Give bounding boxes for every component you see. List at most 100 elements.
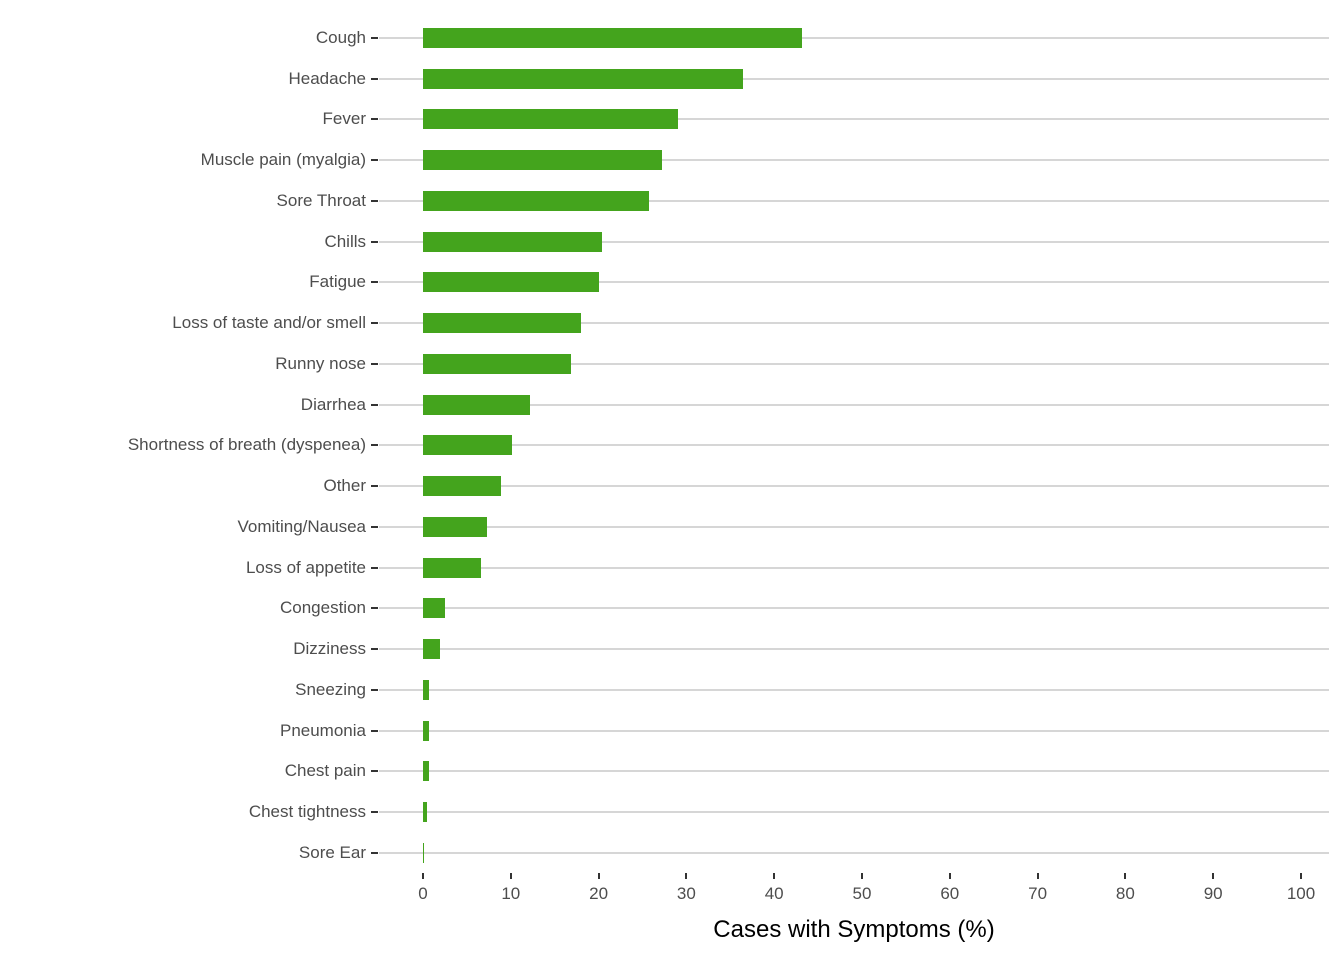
category-gridline	[379, 199, 1329, 202]
y-axis-label: Runny nose	[275, 353, 366, 373]
y-axis-tick	[371, 159, 378, 162]
category-gridline	[379, 77, 1329, 80]
y-axis-tick	[371, 729, 378, 732]
x-axis-tick	[1124, 873, 1127, 880]
bar-row	[379, 181, 1329, 222]
y-axis-tick	[371, 851, 378, 854]
y-axis-label: Chest pain	[284, 761, 366, 781]
y-axis-label: Vomiting/Nausea	[237, 516, 366, 536]
category-gridline	[379, 648, 1329, 651]
y-axis-label: Fever	[322, 109, 366, 129]
bar-pneumonia	[423, 720, 430, 741]
bar-headache	[423, 68, 744, 89]
bar-loss-of-taste-and-or-smell	[423, 313, 582, 334]
category-gridline	[379, 281, 1329, 284]
y-axis-tick	[371, 199, 378, 202]
y-axis-tick	[371, 118, 378, 121]
x-axis-tick-label: 40	[764, 884, 784, 904]
x-axis-tick-label: 30	[676, 884, 696, 904]
y-axis-tick	[371, 485, 378, 488]
category-gridline	[379, 240, 1329, 243]
category-gridline	[379, 851, 1329, 854]
bar-row	[379, 547, 1329, 588]
bar-row	[379, 425, 1329, 466]
y-axis-label: Chills	[324, 231, 366, 251]
y-axis-label: Headache	[288, 68, 366, 88]
category-gridline	[379, 444, 1329, 447]
y-axis-tick	[371, 648, 378, 651]
category-gridline	[379, 525, 1329, 528]
y-axis-tick	[371, 770, 378, 773]
bar-runny-nose	[423, 353, 571, 374]
y-axis-label: Other	[323, 476, 366, 496]
y-axis-tick	[371, 607, 378, 610]
bar-muscle-pain-myalgia-	[423, 150, 662, 171]
bar-sore-throat	[423, 190, 649, 211]
bar-diarrhea	[423, 394, 531, 415]
bar-dizziness	[423, 639, 440, 660]
bar-row	[379, 670, 1329, 711]
bar-cough	[423, 27, 803, 48]
y-axis-label: Sneezing	[295, 679, 366, 699]
y-axis-label: Chest tightness	[248, 802, 366, 822]
bar-row	[379, 792, 1329, 833]
bar-row	[379, 18, 1329, 59]
bar-row	[379, 262, 1329, 303]
y-axis-label: Loss of taste and/or smell	[172, 313, 366, 333]
bar-other	[423, 476, 502, 497]
y-axis-label: Shortness of breath (dyspenea)	[127, 435, 366, 455]
x-axis-tick	[422, 873, 424, 880]
y-axis-label: Fatigue	[309, 272, 366, 292]
bar-row	[379, 384, 1329, 425]
bar-row	[379, 710, 1329, 751]
bar-loss-of-appetite	[423, 557, 481, 578]
y-axis-label: Dizziness	[293, 639, 366, 659]
bar-row	[379, 588, 1329, 629]
y-axis-label: Congestion	[279, 598, 366, 618]
bar-row	[379, 507, 1329, 548]
x-axis-tick-label: 0	[418, 884, 428, 904]
y-axis-label: Muscle pain (myalgia)	[200, 150, 366, 170]
x-axis-tick	[773, 873, 776, 880]
y-axis-tick	[371, 240, 378, 243]
x-axis-tick-label: 80	[1115, 884, 1135, 904]
category-gridline	[379, 322, 1329, 325]
bar-vomiting-nausea	[423, 516, 488, 537]
y-axis-tick	[371, 525, 378, 528]
y-axis-tick	[371, 566, 378, 569]
y-axis-tick	[371, 811, 378, 814]
y-axis-tick	[371, 36, 378, 39]
category-gridline	[379, 607, 1329, 610]
x-axis-tick-label: 20	[589, 884, 609, 904]
bar-congestion	[423, 598, 445, 619]
bar-sneezing	[423, 679, 430, 700]
y-axis-label: Loss of appetite	[245, 557, 366, 577]
y-axis-label: Diarrhea	[300, 394, 366, 414]
category-gridline	[379, 36, 1329, 39]
bar-row	[379, 833, 1329, 874]
bar-row	[379, 466, 1329, 507]
x-axis-tick-label: 10	[501, 884, 521, 904]
x-axis-tick	[861, 873, 863, 880]
x-axis-tick	[948, 873, 951, 880]
y-axis-label: Cough	[315, 27, 366, 47]
category-gridline	[379, 566, 1329, 569]
bar-sore-ear	[423, 842, 424, 863]
x-axis-tick-label: 100	[1286, 884, 1316, 904]
bar-row	[379, 221, 1329, 262]
y-axis-tick	[371, 444, 378, 447]
bar-row	[379, 751, 1329, 792]
plot-panel	[379, 18, 1329, 874]
category-gridline	[379, 770, 1329, 773]
x-axis-tick	[509, 873, 512, 880]
category-gridline	[379, 688, 1329, 691]
y-axis-tick	[371, 322, 378, 325]
category-gridline	[379, 403, 1329, 406]
x-axis-tick-label: 60	[940, 884, 960, 904]
y-axis-label: Sore Throat	[276, 190, 366, 210]
x-axis-tick-label: 70	[1028, 884, 1048, 904]
x-axis-tick	[1212, 873, 1215, 880]
y-axis-label: Sore Ear	[298, 842, 366, 862]
category-gridline	[379, 118, 1329, 121]
